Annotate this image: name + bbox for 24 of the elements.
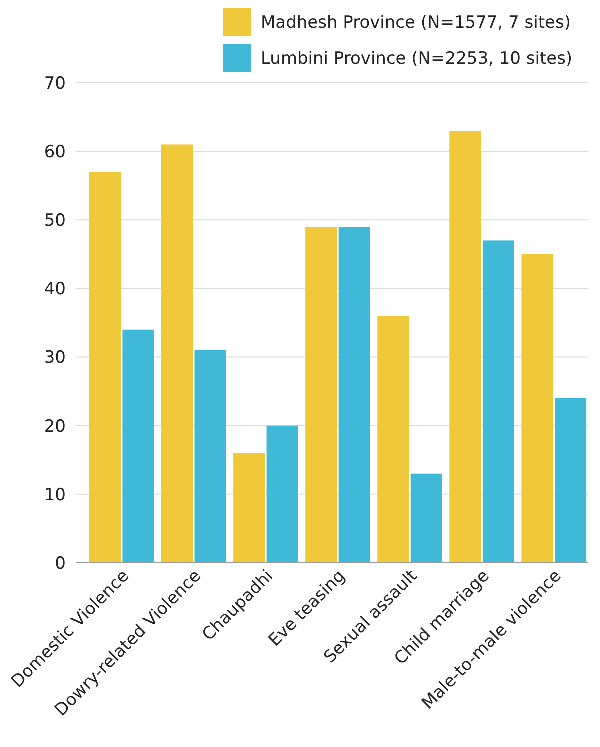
bar xyxy=(378,316,410,563)
bar xyxy=(338,227,370,563)
bar xyxy=(194,350,226,563)
bar xyxy=(89,172,122,563)
y-tick-label: 50 xyxy=(44,211,66,232)
bar xyxy=(122,330,154,563)
y-tick-label: 30 xyxy=(44,348,66,368)
y-tick-label: 60 xyxy=(44,142,66,163)
bar xyxy=(522,254,554,563)
y-tick-label: 10 xyxy=(44,485,66,506)
legend-label: Madhesh Province (N=1577, 7 sites) xyxy=(261,12,571,33)
bar xyxy=(234,453,266,563)
y-tick-label: 70 xyxy=(44,74,66,94)
bar xyxy=(482,240,515,563)
y-tick-label: 40 xyxy=(44,280,66,300)
y-tick-label: 0 xyxy=(55,554,66,574)
bar xyxy=(554,398,587,563)
bar xyxy=(161,144,194,563)
y-tick-label: 20 xyxy=(44,416,66,437)
bar xyxy=(266,426,298,563)
bar xyxy=(410,474,442,563)
legend-label: Lumbini Province (N=2253, 10 sites) xyxy=(261,48,573,69)
bar xyxy=(306,227,338,563)
bar xyxy=(450,131,482,563)
